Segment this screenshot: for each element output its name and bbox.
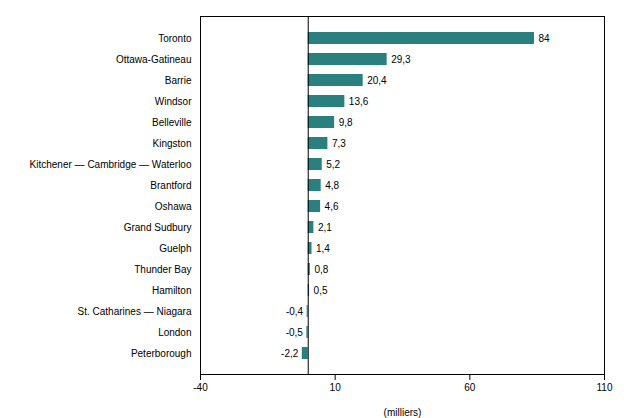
svg-text:4,6: 4,6 (325, 201, 339, 212)
svg-text:(milliers): (milliers) (384, 407, 422, 418)
svg-text:110: 110 (597, 382, 613, 393)
svg-text:13,6: 13,6 (349, 96, 369, 107)
svg-text:2,1: 2,1 (318, 222, 332, 233)
svg-text:Guelph: Guelph (159, 243, 191, 254)
svg-text:London: London (158, 327, 191, 338)
svg-text:20,4: 20,4 (367, 75, 387, 86)
svg-text:Belleville: Belleville (152, 117, 192, 128)
svg-text:-2,2: -2,2 (281, 348, 299, 359)
svg-text:10: 10 (330, 382, 342, 393)
svg-text:29,3: 29,3 (391, 54, 411, 65)
svg-text:9,8: 9,8 (339, 117, 353, 128)
svg-text:4,8: 4,8 (325, 180, 339, 191)
svg-text:Kitchener — Cambridge — Waterl: Kitchener — Cambridge — Waterloo (30, 159, 192, 170)
svg-text:Barrie: Barrie (165, 75, 192, 86)
svg-text:Grand Sudbury: Grand Sudbury (124, 222, 192, 233)
svg-text:Ottawa-Gatineau: Ottawa-Gatineau (116, 54, 192, 65)
svg-text:60: 60 (464, 382, 476, 393)
svg-text:Windsor: Windsor (155, 96, 192, 107)
svg-text:Thunder Bay: Thunder Bay (134, 264, 191, 275)
svg-text:Hamilton: Hamilton (152, 285, 191, 296)
svg-text:Kingston: Kingston (153, 138, 192, 149)
svg-text:St. Catharines — Niagara: St. Catharines — Niagara (78, 306, 192, 317)
svg-text:-40: -40 (193, 382, 208, 393)
svg-text:Toronto: Toronto (158, 33, 192, 44)
svg-text:5,2: 5,2 (326, 159, 340, 170)
svg-text:-0,4: -0,4 (286, 306, 304, 317)
svg-text:Brantford: Brantford (150, 180, 191, 191)
svg-text:0,5: 0,5 (314, 285, 328, 296)
svg-text:84: 84 (538, 33, 550, 44)
svg-text:0,8: 0,8 (314, 264, 328, 275)
svg-text:Peterborough: Peterborough (131, 348, 192, 359)
svg-text:7,3: 7,3 (332, 138, 346, 149)
svg-text:1,4: 1,4 (316, 243, 330, 254)
svg-text:Oshawa: Oshawa (155, 201, 192, 212)
svg-text:-0,5: -0,5 (286, 327, 304, 338)
